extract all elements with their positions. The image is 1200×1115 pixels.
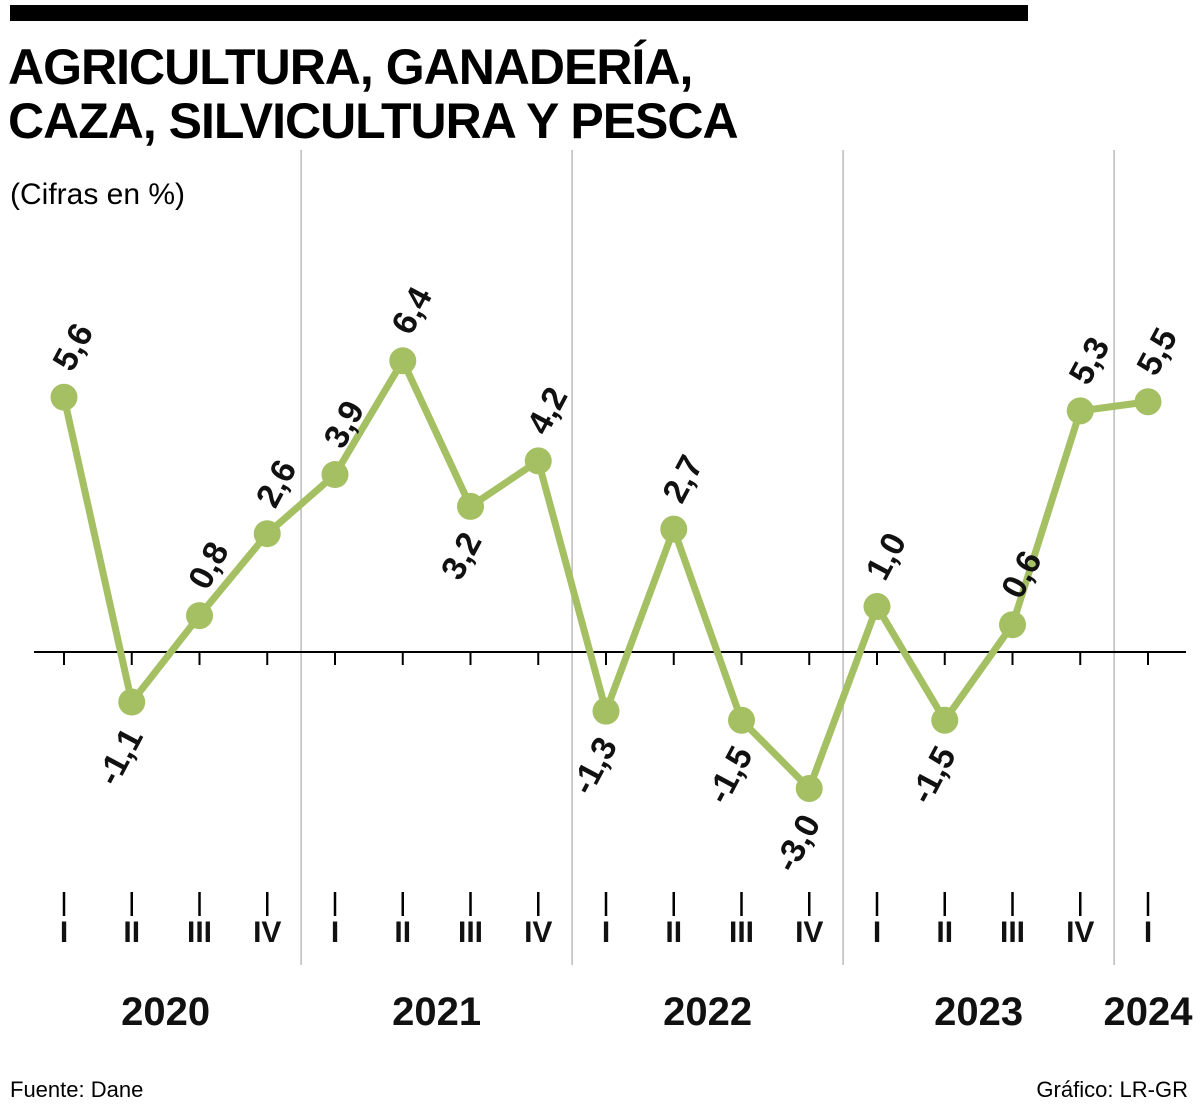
value-label: -1,3 [564, 731, 625, 801]
quarter-label: II [665, 916, 682, 949]
data-point-marker [1134, 388, 1162, 416]
value-label: 4,2 [520, 381, 576, 441]
data-point-marker [1066, 397, 1094, 425]
chart-title-line-1: AGRICULTURA, GANADERÍA, [8, 39, 693, 95]
quarter-label: II [394, 916, 411, 949]
data-point-marker [50, 383, 78, 411]
value-label: 1,0 [859, 527, 915, 587]
quarter-label: II [123, 916, 140, 949]
year-label: 2024 [1104, 990, 1194, 1034]
value-label: 5,5 [1130, 322, 1186, 382]
quarter-label: III [729, 916, 754, 949]
quarter-label: I [331, 916, 339, 949]
chart-title-line-2: CAZA, SILVICULTURA Y PESCA [8, 93, 739, 149]
value-label: 3,2 [434, 526, 490, 586]
quarter-label: IV [795, 916, 823, 949]
data-point-marker [321, 461, 349, 489]
year-label: 2020 [121, 990, 210, 1034]
data-point-marker [999, 611, 1026, 639]
data-point-marker [389, 347, 417, 375]
data-point-marker [728, 706, 755, 734]
quarter-label: III [187, 916, 212, 949]
chart-subtitle: (Cifras en %) [10, 178, 186, 211]
value-label: 5,6 [46, 317, 102, 377]
quarter-label: IV [253, 916, 281, 949]
credit-label: Gráfico: LR-GR [1036, 1077, 1188, 1102]
quarter-label: I [873, 916, 881, 949]
data-point-marker [457, 492, 484, 520]
quarter-label: I [60, 916, 68, 949]
value-label: 2,7 [655, 449, 711, 509]
value-label: 0,8 [181, 536, 237, 596]
quarter-label: III [458, 916, 483, 949]
data-point-marker [931, 706, 959, 734]
quarter-label: III [1000, 916, 1025, 949]
value-label: -1,5 [700, 740, 761, 810]
quarter-label: IV [524, 916, 552, 949]
data-point-marker [524, 447, 552, 475]
quarter-label: I [602, 916, 610, 949]
data-point-marker [118, 688, 146, 716]
value-label: 3,9 [317, 395, 373, 455]
quarter-label: I [1144, 916, 1152, 949]
data-point-marker [795, 775, 823, 802]
year-label: 2021 [392, 990, 481, 1034]
value-label: -1,1 [90, 722, 151, 792]
value-label: -3,0 [767, 808, 828, 878]
data-point-marker [592, 697, 620, 725]
value-label: 6,4 [384, 281, 440, 341]
data-point-marker [660, 515, 688, 543]
source-label: Fuente: Dane [10, 1077, 144, 1102]
quarter-label: IV [1066, 916, 1094, 949]
data-point-marker [863, 593, 891, 620]
data-point-marker [186, 602, 213, 630]
quarter-label: II [936, 916, 953, 949]
data-point-marker [253, 520, 281, 548]
value-label: 0,6 [994, 545, 1050, 605]
top-accent-bar [10, 5, 1028, 21]
year-label: 2023 [934, 990, 1023, 1034]
year-label: 2022 [663, 990, 752, 1034]
value-label: 5,3 [1062, 331, 1118, 391]
chart-title: AGRICULTURA, GANADERÍA, CAZA, SILVICULTU… [8, 39, 739, 149]
value-label: -1,5 [903, 740, 964, 810]
